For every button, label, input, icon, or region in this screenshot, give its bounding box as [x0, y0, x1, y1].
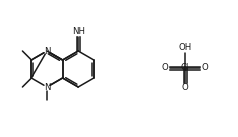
Text: O: O [162, 64, 168, 72]
Text: O: O [182, 83, 188, 92]
Text: N: N [44, 46, 50, 55]
Text: O: O [202, 64, 208, 72]
Text: N: N [44, 82, 50, 92]
Text: Cl: Cl [181, 64, 189, 72]
Text: OH: OH [178, 44, 192, 52]
Text: NH: NH [72, 26, 85, 35]
